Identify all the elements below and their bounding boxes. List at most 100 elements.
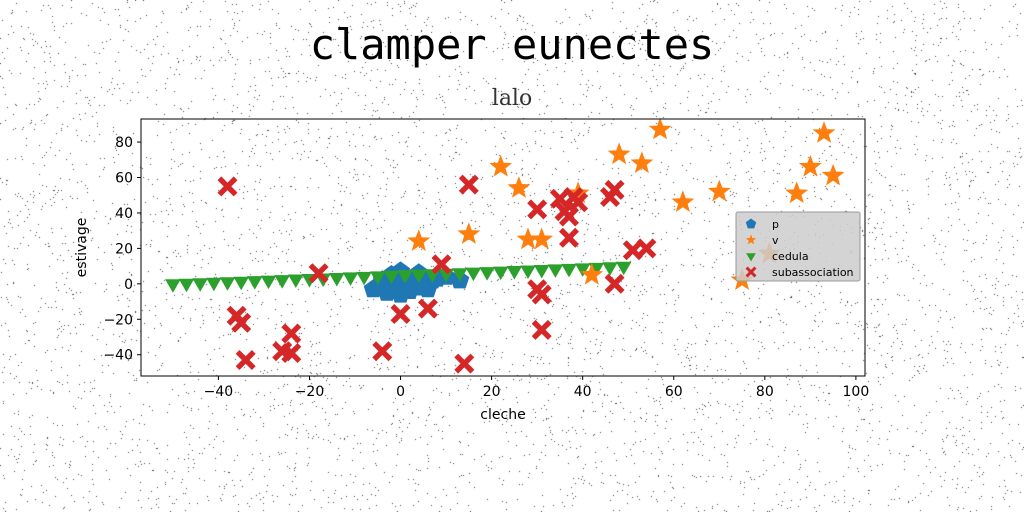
series-p <box>363 261 470 303</box>
point-subassociation <box>559 206 579 227</box>
point-v <box>630 151 654 173</box>
point-cedula <box>397 270 413 284</box>
point-subassociation <box>454 353 475 374</box>
legend-label-v: v <box>772 234 779 247</box>
point-cedula <box>492 266 509 281</box>
point-subassociation <box>559 227 579 248</box>
point-cedula <box>438 268 454 283</box>
x-axis-label: cleche <box>480 407 525 423</box>
point-v <box>707 179 731 202</box>
point-cedula <box>547 264 564 278</box>
point-cedula <box>383 270 400 285</box>
x-tick-label: 60 <box>665 384 683 400</box>
point-subassociation <box>604 179 625 200</box>
x-tick-label: 20 <box>483 384 501 400</box>
point-cedula <box>561 263 577 278</box>
point-cedula <box>602 262 618 276</box>
point-cedula <box>356 271 372 286</box>
point-subassociation <box>231 312 252 333</box>
point-v <box>821 163 845 186</box>
legend-label-p: p <box>772 218 779 231</box>
point-cedula <box>506 266 523 280</box>
y-tick-label: 20 <box>115 241 133 257</box>
point-v <box>580 263 604 285</box>
point-v <box>489 154 513 177</box>
point-subassociation <box>531 284 552 305</box>
point-cedula <box>165 279 181 293</box>
chart-subtitle: lalo <box>491 86 533 111</box>
point-subassociation <box>568 192 589 213</box>
legend-box <box>735 211 861 282</box>
point-v <box>516 227 540 250</box>
point-cedula <box>274 275 290 289</box>
point-subassociation <box>217 176 238 197</box>
point-cedula <box>574 263 591 277</box>
point-v <box>671 190 695 212</box>
y-tick-label: 40 <box>115 206 133 222</box>
point-subassociation <box>604 273 625 294</box>
y-tick-label: 80 <box>115 135 133 151</box>
point-cedula <box>615 261 632 276</box>
point-cedula <box>192 278 208 292</box>
x-tick-label: −40 <box>204 384 234 400</box>
point-subassociation <box>390 304 411 324</box>
point-subassociation <box>458 174 479 195</box>
x-tick-label: 100 <box>843 384 870 400</box>
y-axis-label: estivage <box>74 218 90 278</box>
point-cedula <box>465 267 482 282</box>
point-subassociation <box>531 319 552 340</box>
point-cedula <box>520 265 536 279</box>
axes-layer: −40 −20 0 20 40 60 80 100 −40 −20 0 20 40 60 80 <box>103 135 869 400</box>
series-subassociation <box>217 174 657 374</box>
legend-label-cedula: cedula <box>772 250 809 263</box>
point-cedula <box>247 276 263 290</box>
point-subassociation <box>372 341 393 362</box>
point-v <box>607 142 631 165</box>
point-cedula <box>219 277 236 291</box>
point-p <box>409 277 429 296</box>
point-subassociation <box>636 238 657 259</box>
point-subassociation <box>281 343 302 363</box>
point-cedula <box>206 277 222 292</box>
point-subassociation <box>308 263 329 284</box>
x-tick-label: 0 <box>396 384 405 400</box>
point-v <box>507 176 531 198</box>
x-tick-label: 80 <box>756 384 774 400</box>
point-v <box>407 229 431 251</box>
x-tick-label: −20 <box>295 384 325 400</box>
point-v <box>785 181 809 204</box>
point-subassociation <box>417 298 438 319</box>
legend: pv cedula subassociation <box>735 211 861 282</box>
point-cedula <box>260 275 277 290</box>
point-p <box>377 282 397 301</box>
point-cedula <box>451 268 468 282</box>
y-tick-label: −20 <box>103 312 133 328</box>
y-tick-label: −40 <box>103 348 133 364</box>
series-layer <box>165 117 845 374</box>
point-cedula <box>479 267 495 281</box>
point-cedula <box>233 276 249 291</box>
point-cedula <box>342 272 359 286</box>
point-cedula <box>370 271 386 285</box>
y-tick-label: 0 <box>124 277 133 293</box>
chart-title: clamper eunectes <box>309 20 715 69</box>
point-cedula <box>411 269 427 284</box>
point-subassociation <box>281 323 302 344</box>
point-v <box>798 154 822 177</box>
legend-marker-p <box>745 218 757 229</box>
legend-marker-v <box>745 234 757 245</box>
point-cedula <box>533 265 550 279</box>
point-subassociation <box>235 350 256 370</box>
point-v <box>648 117 672 140</box>
point-cedula <box>288 274 304 288</box>
point-subassociation <box>527 199 548 220</box>
legend-marker-subassociation <box>745 266 757 278</box>
point-cedula <box>178 278 195 293</box>
x-tick-label: 40 <box>574 384 592 400</box>
legend-label-subassociation: subassociation <box>772 266 854 279</box>
plot-frame <box>140 118 866 377</box>
legend-marker-cedula <box>746 253 756 262</box>
point-v <box>530 227 554 250</box>
point-subassociation <box>431 254 452 275</box>
